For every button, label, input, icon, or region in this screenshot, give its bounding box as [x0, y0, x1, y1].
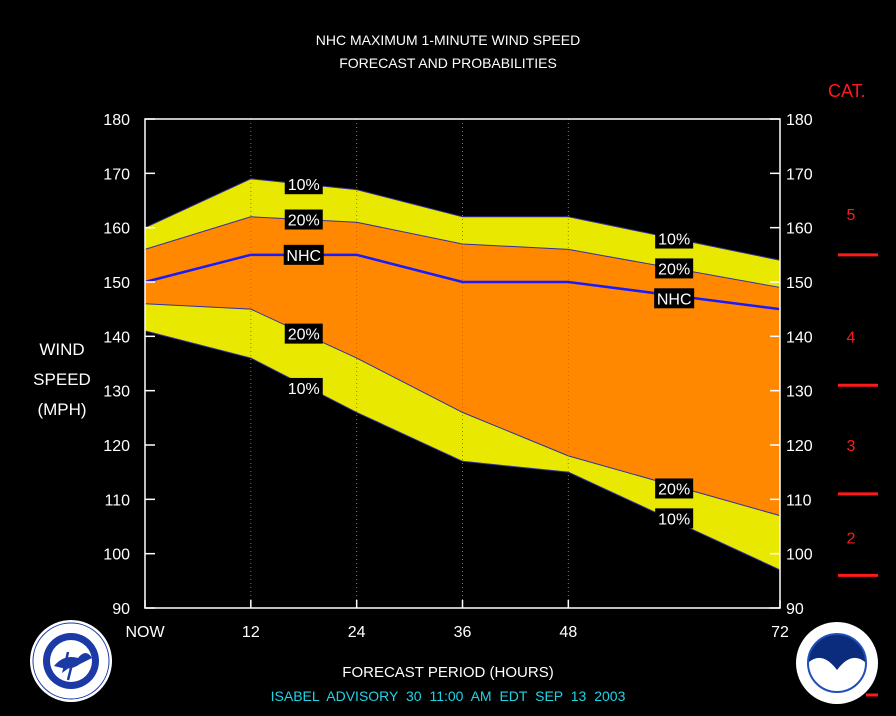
y-tick-label-left-90: 90 — [112, 601, 130, 618]
annotation-bg-4 — [284, 377, 323, 398]
chart-title-line2: FORECAST AND PROBABILITIES — [339, 55, 557, 71]
boundary-line-l10 — [144, 330, 781, 571]
boundary-line-u20 — [144, 216, 781, 288]
annotation-bg-0 — [284, 174, 323, 195]
y-tick-label-left-150: 150 — [103, 275, 130, 292]
annotation-label-8: 20% — [658, 481, 690, 498]
y-tick-label-left-120: 120 — [103, 438, 130, 455]
category-label-5: 5 — [847, 207, 856, 224]
y-tick-label-left-180: 180 — [103, 112, 130, 129]
y-tick-label-right-170: 170 — [786, 166, 813, 183]
annotation-bg-3 — [284, 323, 323, 344]
y-tick-label-right-150: 150 — [786, 275, 813, 292]
y-tick-label-right-160: 160 — [786, 221, 813, 238]
category-title: CAT. — [828, 81, 866, 101]
y-tick-label-right-100: 100 — [786, 547, 813, 564]
x-tick-label-72: 72 — [771, 624, 789, 641]
y-tick-label-right-90: 90 — [786, 601, 804, 618]
annotation-bg-5 — [655, 228, 694, 249]
y-tick-label-right-180: 180 — [786, 112, 813, 129]
annotation-label-7: NHC — [657, 291, 692, 308]
noaa-logo — [796, 622, 878, 704]
annotation-bg-8 — [655, 478, 694, 499]
x-tick-label-NOW: NOW — [125, 624, 165, 641]
y-tick-label-right-140: 140 — [786, 329, 813, 346]
y-axis-label-line2: SPEED — [33, 370, 91, 389]
annotation-bg-2 — [283, 244, 324, 265]
y-tick-label-left-130: 130 — [103, 384, 130, 401]
band-20-percent — [145, 216, 780, 516]
national-weather-service-logo — [30, 620, 112, 702]
y-tick-label-left-100: 100 — [103, 547, 130, 564]
chart-title-line1: NHC MAXIMUM 1-MINUTE WIND SPEED — [315, 32, 581, 48]
annotation-label-9: 10% — [658, 511, 690, 528]
y-tick-label-right-120: 120 — [786, 438, 813, 455]
advisory-line: ISABEL ADVISORY 30 11:00 AM EDT SEP 13 2… — [270, 688, 626, 704]
annotation-label-1: 20% — [288, 213, 320, 230]
boundary-line-l20 — [144, 303, 781, 517]
category-label-2: 2 — [847, 530, 856, 547]
y-tick-label-right-110: 110 — [786, 492, 812, 509]
annotation-label-3: 20% — [288, 327, 320, 344]
annotation-label-2: NHC — [286, 248, 321, 265]
annotation-label-6: 20% — [658, 261, 690, 278]
category-label-4: 4 — [847, 329, 856, 346]
x-axis-label: FORECAST PERIOD (HOURS) — [342, 664, 554, 681]
category-label-3: 3 — [847, 438, 856, 455]
annotation-label-4: 10% — [288, 381, 320, 398]
nhc-forecast-line — [144, 253, 781, 311]
annotation-bg-6 — [655, 258, 694, 279]
y-tick-label-left-140: 140 — [103, 329, 130, 346]
x-tick-label-12: 12 — [242, 624, 260, 641]
boundary-line-u10 — [144, 178, 781, 261]
y-axis-label-line1: WIND — [39, 340, 85, 359]
y-axis-label-line3: (MPH) — [37, 400, 87, 419]
annotation-bg-9 — [655, 508, 694, 529]
annotation-bg-7 — [654, 288, 695, 309]
x-tick-label-24: 24 — [348, 624, 366, 641]
annotation-bg-1 — [284, 209, 323, 230]
y-tick-label-left-160: 160 — [103, 221, 130, 238]
x-tick-label-48: 48 — [559, 624, 577, 641]
y-tick-label-left-110: 110 — [104, 492, 130, 509]
y-tick-label-left-170: 170 — [103, 166, 130, 183]
annotation-label-5: 10% — [658, 232, 690, 249]
y-tick-label-right-130: 130 — [786, 384, 813, 401]
annotation-label-0: 10% — [288, 177, 320, 194]
x-tick-label-36: 36 — [454, 624, 472, 641]
